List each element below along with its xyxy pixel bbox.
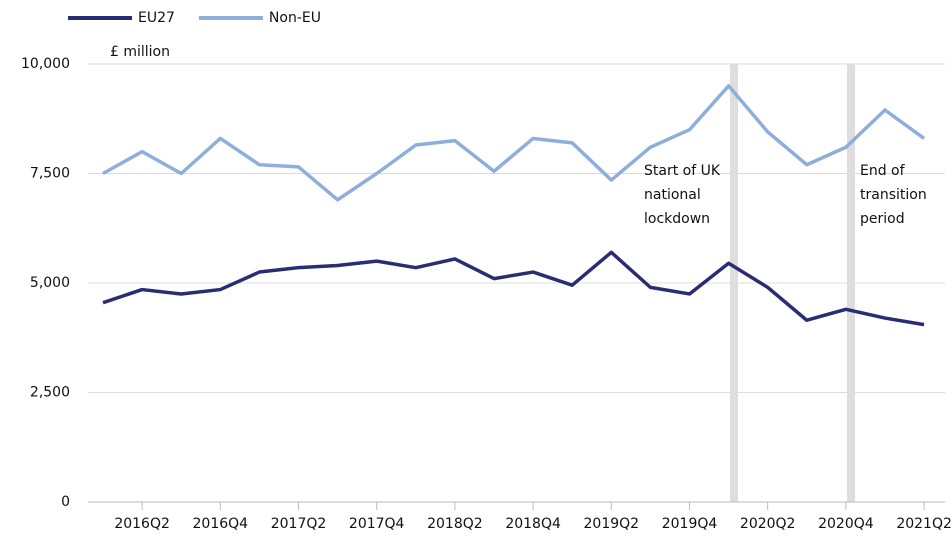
- annotation: national: [644, 187, 701, 203]
- x-tick-label: 2017Q4: [349, 516, 405, 532]
- x-tick-label: 2021Q2: [896, 516, 952, 532]
- annotation: transition: [860, 187, 927, 203]
- legend-label: Non-EU: [269, 10, 321, 26]
- x-tick-label: 2020Q2: [740, 516, 796, 532]
- x-tick-label: 2016Q4: [193, 516, 249, 532]
- series-line: [102, 250, 925, 327]
- series-line: [102, 84, 926, 202]
- x-tick-label: 2018Q2: [427, 516, 483, 532]
- y-tick-label: 5,000: [30, 275, 70, 291]
- legend-label: EU27: [138, 10, 175, 26]
- x-tick-label: 2019Q4: [662, 516, 718, 532]
- annotation: period: [860, 211, 905, 227]
- x-tick-label: 2017Q2: [271, 516, 327, 532]
- x-tick-label: 2020Q4: [818, 516, 874, 532]
- lockdown-band: [730, 64, 738, 502]
- y-tick-label: 10,000: [21, 56, 70, 72]
- x-tick-label: 2018Q4: [505, 516, 561, 532]
- y-tick-label: 0: [61, 494, 70, 510]
- annotation: Start of UK: [644, 163, 721, 179]
- x-tick-label: 2019Q2: [584, 516, 640, 532]
- y-tick-label: 2,500: [30, 385, 70, 401]
- x-tick-label: 2016Q2: [114, 516, 170, 532]
- annotation: End of: [860, 163, 906, 179]
- annotation: lockdown: [644, 211, 710, 227]
- y-tick-label: 7,500: [30, 166, 70, 182]
- transition-band: [847, 64, 855, 502]
- y-axis-label: £ million: [110, 44, 170, 60]
